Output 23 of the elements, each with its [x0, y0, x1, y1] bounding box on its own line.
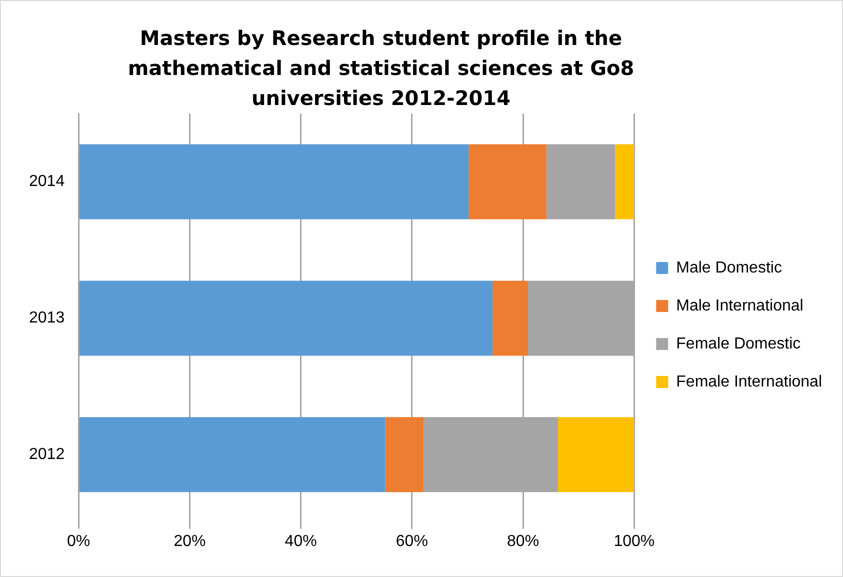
legend-label: Female Domestic: [676, 335, 801, 352]
bar: [615, 144, 634, 220]
legend-label: Male Domestic: [676, 259, 782, 276]
bar: [79, 280, 492, 356]
legend-label: Male International: [676, 297, 804, 314]
chart-title: Masters by Research student profile in the mathematical and statistical sciences at Go8 universities 2012-2014: [126, 25, 636, 112]
bar: [385, 417, 424, 492]
x-tick-label: 80%: [507, 532, 540, 550]
x-tick-label: 60%: [396, 532, 428, 550]
y-tick-label: 2014: [29, 173, 65, 190]
bar: [546, 144, 616, 220]
x-tick-label: 20%: [174, 532, 206, 550]
bar: [558, 417, 634, 492]
bar: [79, 144, 469, 220]
bar: [79, 417, 386, 492]
x-tick-label: 40%: [284, 532, 317, 550]
y-tick-label: 2013: [29, 310, 65, 327]
y-tick-label: 2012: [29, 446, 65, 464]
bar: [492, 280, 528, 356]
x-tick-label: 0%: [67, 532, 90, 550]
bar: [468, 144, 546, 220]
x-tick-label: 100%: [614, 532, 655, 550]
legend-label: Female International: [676, 373, 822, 390]
